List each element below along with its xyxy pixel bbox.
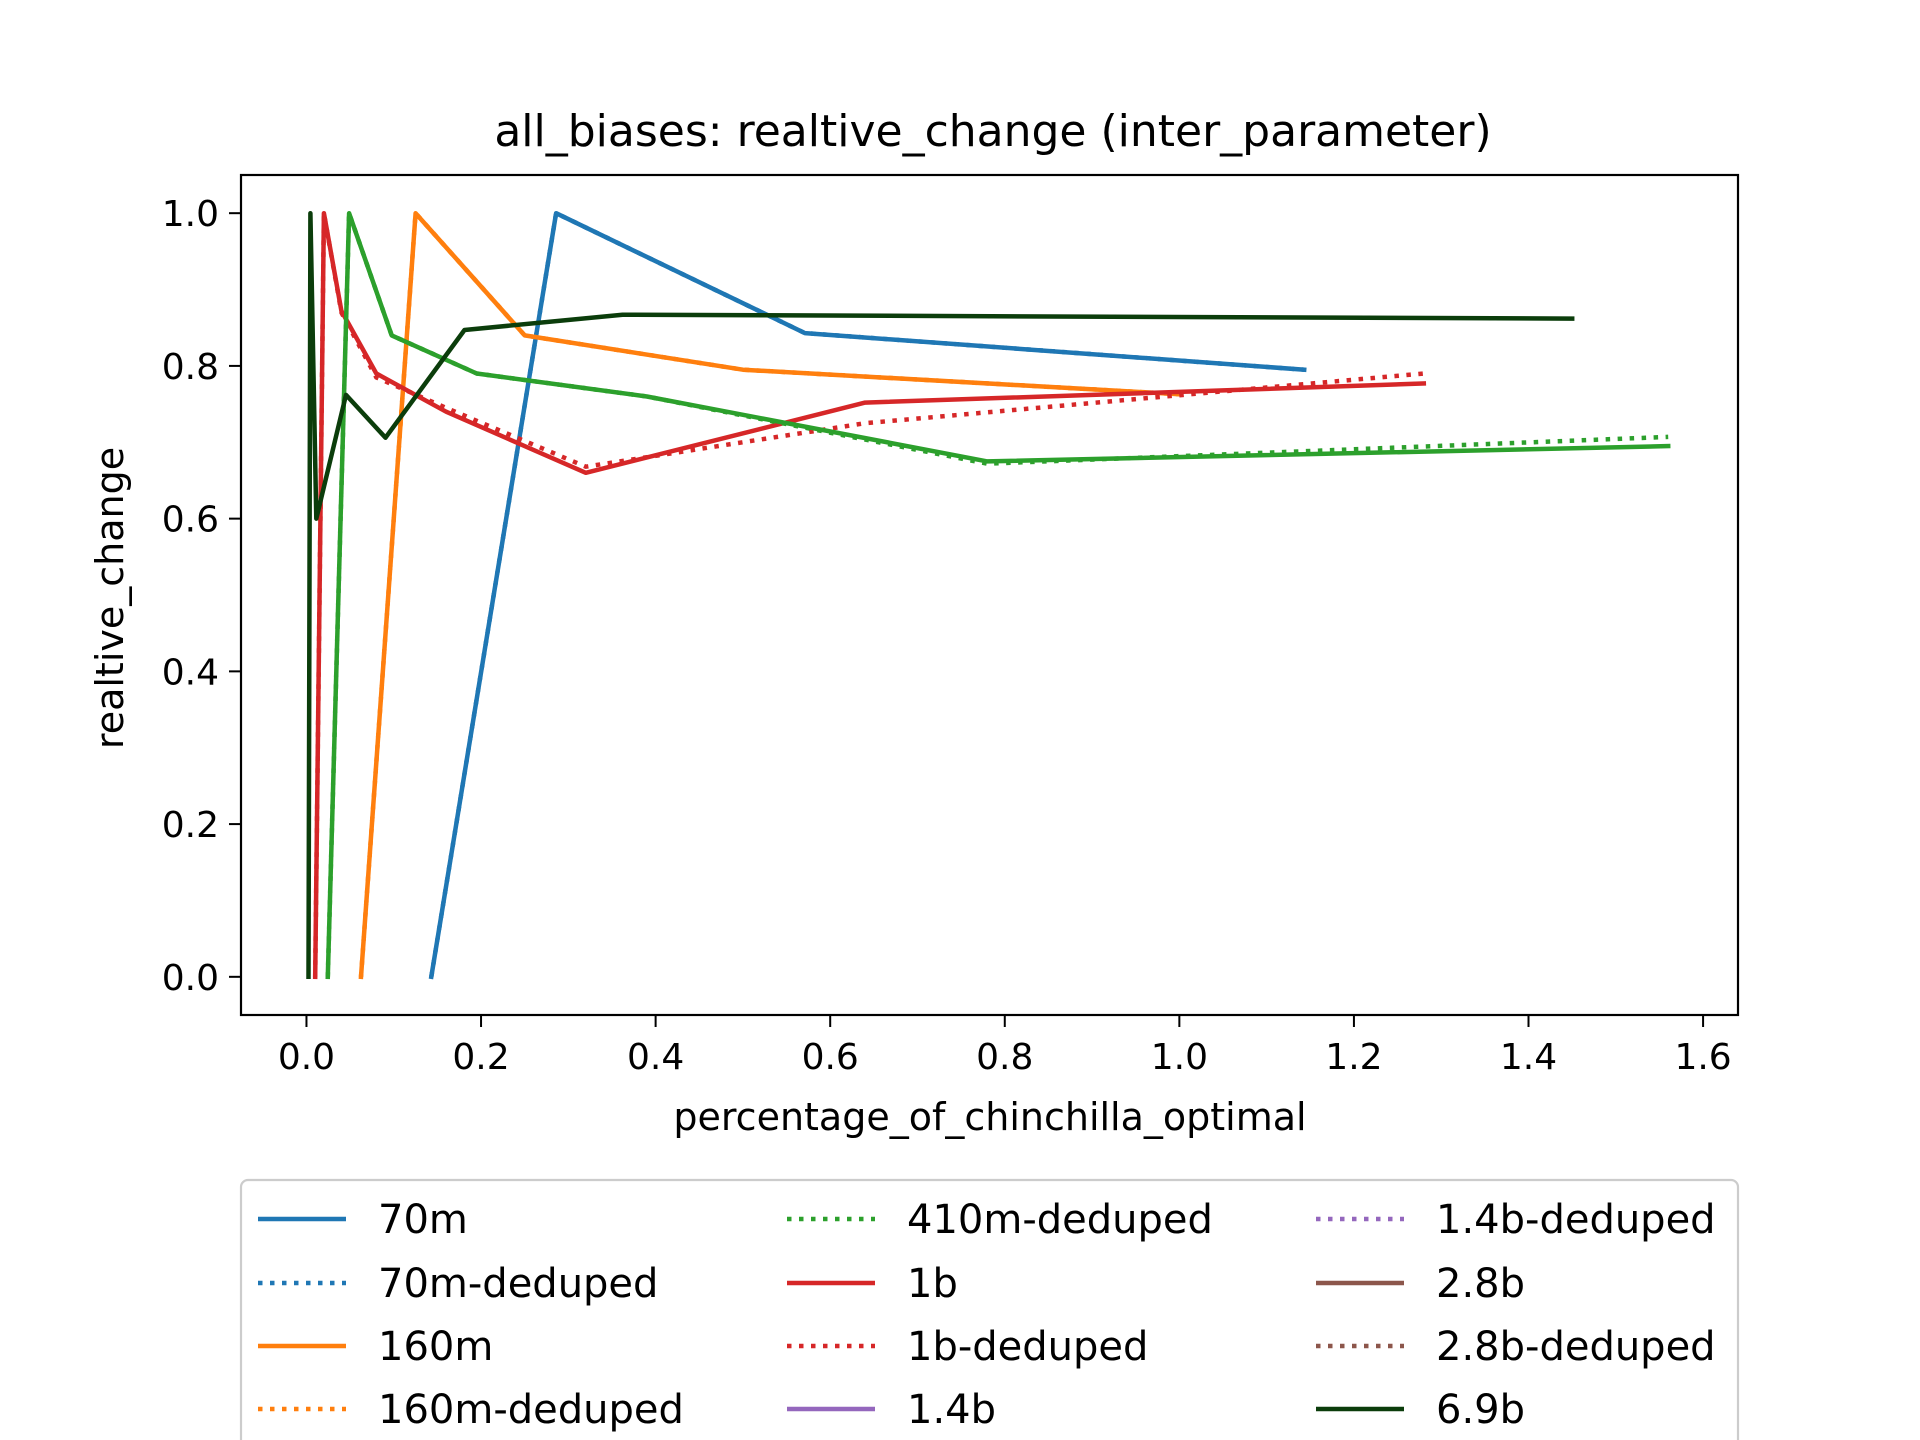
- plot-frame: [239, 173, 1740, 1017]
- x-tick-label: 0.6: [802, 1037, 859, 1078]
- legend-label-6.9b: 6.9b: [1436, 1387, 1525, 1433]
- chart-title: all_biases: realtive_change (inter_param…: [494, 106, 1491, 157]
- x-axis-label: percentage_of_chinchilla_optimal: [673, 1095, 1306, 1139]
- x-tick-label: 1.0: [1151, 1037, 1208, 1078]
- legend-box: [239, 1178, 1740, 1440]
- x-tick-label: 0.4: [627, 1037, 684, 1078]
- legend-label-1.4b-deduped: 1.4b-deduped: [1436, 1197, 1716, 1243]
- legend-label-70m: 70m: [378, 1197, 468, 1243]
- legend-label-2.8b: 2.8b: [1436, 1261, 1525, 1307]
- legend-label-2.8b-deduped: 2.8b-deduped: [1436, 1324, 1716, 1370]
- legend-label-70m-deduped: 70m-deduped: [378, 1261, 658, 1307]
- y-tick-label: 0.0: [162, 958, 219, 999]
- series-line-160m: [358, 210, 1182, 980]
- legend-label-1b-deduped: 1b-deduped: [907, 1324, 1148, 1370]
- legend-label-1.4b: 1.4b: [907, 1387, 996, 1433]
- series-layer: [306, 210, 1671, 980]
- x-tick-label: 0.0: [278, 1037, 335, 1078]
- series-line-410m-deduped: [325, 210, 1669, 977]
- y-tick-label: 0.6: [162, 500, 219, 541]
- x-axis: 0.0 0.2 0.4 0.6 0.8 1.0 1.2 1.4 1.6: [278, 1015, 1732, 1078]
- legend: 70m 70m-deduped 160m 160m-deduped 410m-dedup…: [239, 1178, 1740, 1440]
- x-tick-label: 1.4: [1500, 1037, 1557, 1078]
- y-tick-label: 0.8: [162, 347, 219, 388]
- y-tick-label: 0.2: [162, 805, 219, 846]
- y-axis-label: realtive_change: [88, 447, 132, 749]
- legend-label-160m: 160m: [378, 1324, 493, 1370]
- x-tick-label: 1.6: [1674, 1037, 1731, 1078]
- y-axis: 0.0 0.2 0.4 0.6 0.8 1.0: [162, 194, 241, 999]
- series-line-1b-deduped: [312, 210, 1424, 977]
- series-line-70m-deduped: [429, 210, 1305, 978]
- x-tick-label: 1.2: [1325, 1037, 1382, 1078]
- y-tick-label: 1.0: [162, 194, 219, 235]
- legend-label-410m-deduped: 410m-deduped: [907, 1197, 1213, 1243]
- series-line-6.9b: [306, 210, 1575, 980]
- legend-label-1b: 1b: [907, 1261, 958, 1307]
- y-tick-label: 0.4: [162, 652, 219, 693]
- x-tick-label: 0.8: [976, 1037, 1033, 1078]
- x-tick-label: 0.2: [452, 1037, 509, 1078]
- legend-label-160m-deduped: 160m-deduped: [378, 1387, 684, 1433]
